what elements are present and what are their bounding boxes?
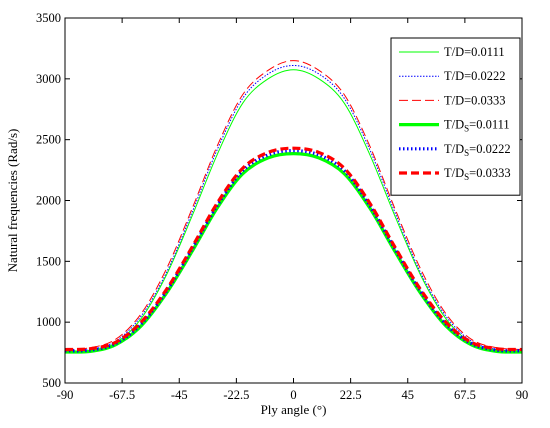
x-tick-label: -67.5 xyxy=(109,388,135,402)
series-line-2 xyxy=(64,64,523,352)
plot-frame xyxy=(64,17,523,384)
legend-label-main: T/D=0.0111 xyxy=(444,45,505,59)
y-tick-label: 2500 xyxy=(36,133,61,147)
x-tick-label: -22.5 xyxy=(223,388,249,402)
y-tick-label: 1500 xyxy=(36,254,61,268)
x-tick-label: 22.5 xyxy=(340,388,362,402)
legend-label-3: T/D=0.0333 xyxy=(444,93,506,107)
x-tick-label: -45 xyxy=(171,388,188,402)
y-tick-label: 2000 xyxy=(36,194,61,208)
y-tick-label: 3000 xyxy=(36,72,61,86)
x-axis-title: Ply angle (°) xyxy=(261,402,327,417)
series-line-1 xyxy=(64,69,523,353)
x-tick-label: 67.5 xyxy=(454,388,476,402)
y-tick-label: 500 xyxy=(42,376,61,390)
x-tick-label: -90 xyxy=(57,388,74,402)
legend-label-6: T/DS=0.0333 xyxy=(444,166,511,182)
legend-label-value: =0.0222 xyxy=(469,142,510,156)
legend-label-main: T/D xyxy=(444,166,464,180)
legend-label-main: T/D=0.0222 xyxy=(444,69,506,83)
legend-box xyxy=(390,37,521,196)
legend-label-main: T/D xyxy=(444,118,464,132)
y-axis-title: Natural frequencies (Rad/s) xyxy=(5,129,20,273)
legend-label-main: T/D xyxy=(444,142,464,156)
y-tick-label: 1000 xyxy=(36,315,61,329)
series-line-3 xyxy=(64,60,523,351)
x-tick-label: 45 xyxy=(402,388,415,402)
tick-labels: -90 -67.5 -45 -22.5 0 22.5 45 67.5 90 500 1000 1500… xyxy=(36,11,528,402)
legend-label-1: T/D=0.0111 xyxy=(444,45,505,59)
series-line-4 xyxy=(64,152,523,354)
legend-label-main: T/D=0.0333 xyxy=(444,93,506,107)
legend-label-4: T/DS=0.0111 xyxy=(444,118,510,134)
series-lines xyxy=(64,60,523,354)
legend: T/D=0.0111T/D=0.0222T/D=0.0333T/DS=0.011… xyxy=(390,37,521,196)
legend-label-subscript: S xyxy=(464,172,469,182)
legend-label-5: T/DS=0.0222 xyxy=(444,142,511,158)
x-tick-label: 90 xyxy=(516,388,529,402)
y-tick-label: 3500 xyxy=(36,11,61,25)
legend-label-value: =0.0333 xyxy=(469,166,510,180)
x-tick-label: 0 xyxy=(290,388,296,402)
series-line-6 xyxy=(64,146,523,352)
legend-label-value: =0.0111 xyxy=(469,118,510,132)
legend-label-2: T/D=0.0222 xyxy=(444,69,506,83)
legend-label-subscript: S xyxy=(464,124,469,134)
legend-label-subscript: S xyxy=(464,148,469,158)
